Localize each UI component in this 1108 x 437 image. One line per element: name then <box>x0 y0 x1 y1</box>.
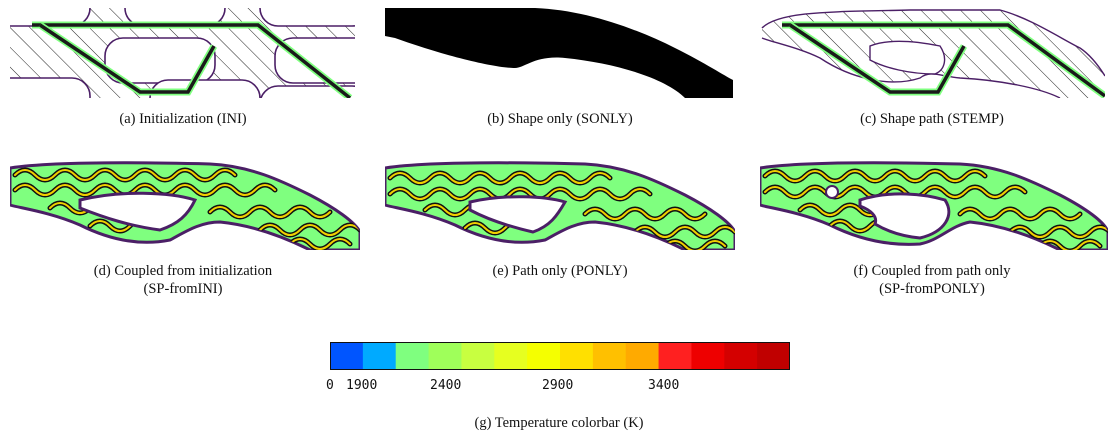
panel-f-plot <box>760 161 1108 250</box>
tick-2900: 2900 <box>542 378 574 393</box>
colorbar-cell <box>691 342 725 370</box>
scan-path-top <box>782 23 1105 98</box>
tick-2400: 2400 <box>430 378 462 393</box>
panel-b-plot <box>385 8 733 98</box>
caption-g: (g) Temperature colorbar (K) <box>474 415 644 431</box>
small-hole <box>825 185 839 199</box>
shape-boundary <box>761 9 1105 98</box>
tick-1900: 1900 <box>346 378 378 393</box>
caption-d-line1: (d) Coupled from initialization <box>93 263 273 279</box>
colorbar-strip <box>330 342 791 370</box>
panel-f-coupled-from-path <box>760 160 1108 250</box>
colorbar-cell <box>330 342 364 370</box>
panel-d-coupled-from-init <box>10 160 360 250</box>
colorbar-ticks: 0 1900 2400 2900 3400 <box>326 378 800 396</box>
colorbar-border <box>330 342 790 370</box>
panel-d-plot <box>10 161 360 250</box>
colorbar-cell <box>592 342 627 370</box>
panel-e-path-only <box>385 160 735 250</box>
solid-shape <box>385 8 733 98</box>
panel-a-initialization <box>10 8 355 98</box>
colorbar-cell <box>560 342 594 370</box>
colorbar-cell <box>658 342 692 370</box>
panel-a-plot <box>10 8 355 98</box>
tick-3400: 3400 <box>648 378 680 393</box>
tick-0: 0 <box>326 378 334 393</box>
colorbar-cell <box>527 342 561 370</box>
scan-path-top <box>32 23 352 98</box>
colorbar-cell <box>461 342 495 370</box>
colorbar-cell <box>724 342 758 370</box>
caption-c: (c) Shape path (STEMP) <box>860 111 1004 127</box>
caption-f: (f) Coupled from path only (SP-fromPONLY… <box>762 262 1102 298</box>
colorbar-cell <box>362 342 397 370</box>
inner-hole <box>869 40 946 75</box>
caption-f-line1: (f) Coupled from path only <box>853 263 1011 279</box>
colorbar-cell <box>428 342 462 370</box>
colorbar-cell <box>494 342 528 370</box>
panel-c-plot <box>761 9 1105 98</box>
zigzag-path <box>762 168 1108 250</box>
inner-hole <box>858 192 951 240</box>
panel-b-shape-only <box>385 8 733 98</box>
panel-c-shape-path <box>760 8 1105 98</box>
colorbar-cell <box>757 342 791 370</box>
caption-a: (a) Initialization (INI) <box>119 111 247 127</box>
shape-hole <box>535 60 568 89</box>
scan-path-bottom <box>39 23 216 94</box>
holes <box>10 8 355 98</box>
panel-e-plot <box>385 161 735 250</box>
caption-f-line2: (SP-fromPONLY) <box>879 281 985 297</box>
caption-e: (e) Path only (PONLY) <box>492 263 628 279</box>
caption-d-line2: (SP-fromINI) <box>143 281 223 297</box>
inner-hole <box>78 191 198 232</box>
inner-hole <box>468 195 568 234</box>
caption-d: (d) Coupled from initialization (SP-from… <box>13 262 353 298</box>
colorbar-cell <box>395 342 430 370</box>
caption-b: (b) Shape only (SONLY) <box>487 111 633 127</box>
temperature-colorbar: 0 1900 2400 2900 3400 <box>326 342 791 393</box>
scan-path-bottom <box>789 23 966 94</box>
colorbar-cell <box>625 342 660 370</box>
